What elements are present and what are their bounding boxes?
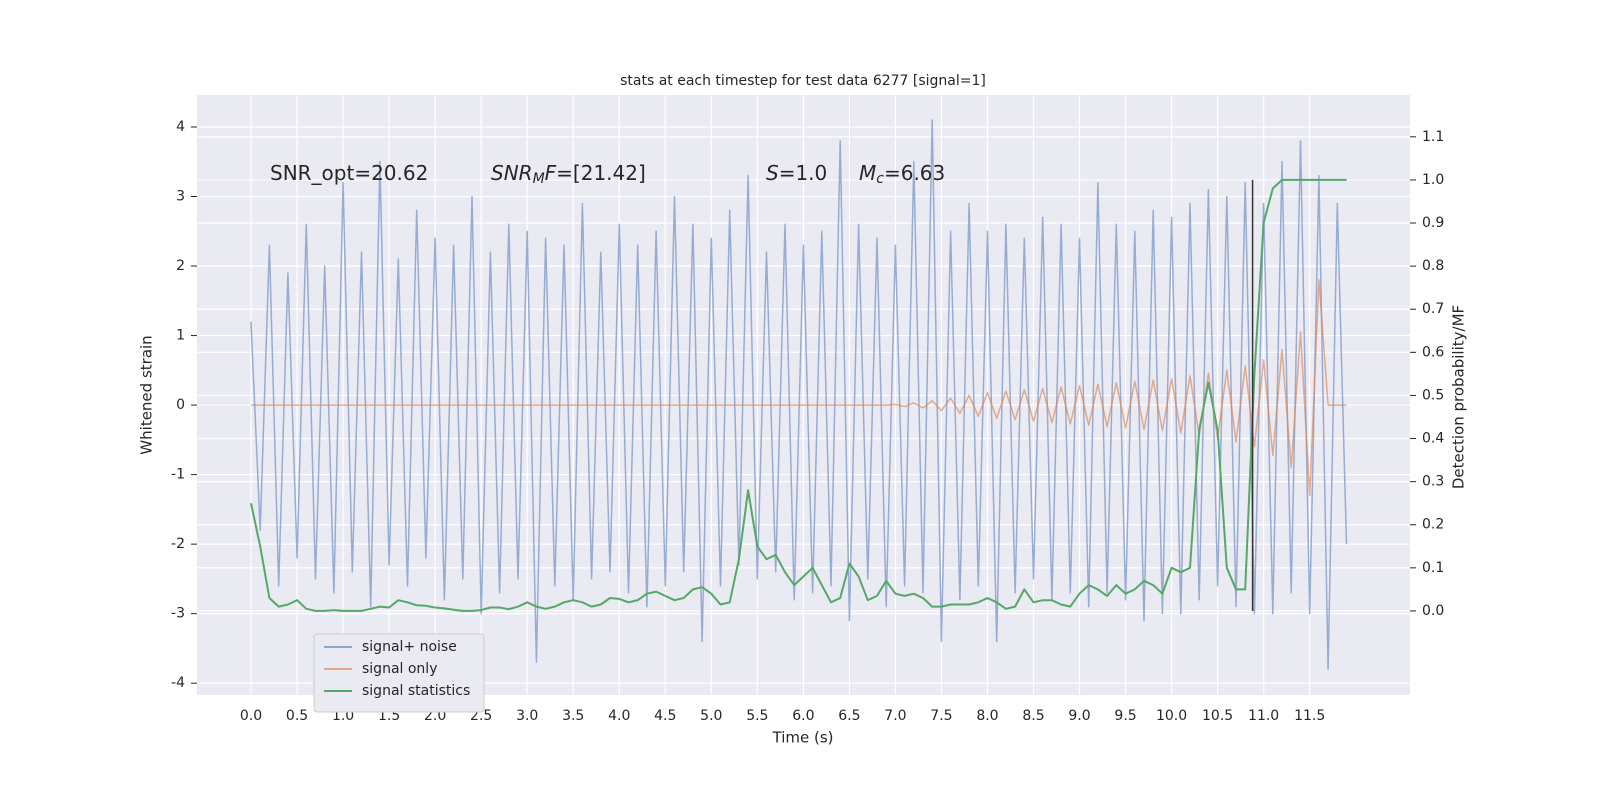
x-tick-label: 10.0 [1156, 708, 1187, 724]
y-tick-label: -4 [171, 675, 185, 691]
y-axis-label: Whitened strain [138, 335, 156, 454]
y2-tick-label: 1.1 [1422, 129, 1444, 145]
legend-label: signal+ noise [362, 639, 457, 655]
y2-tick-label: 0.9 [1422, 215, 1444, 231]
legend-box [313, 633, 485, 713]
annotation-part: S [766, 161, 779, 185]
x-tick-label: 11.5 [1294, 708, 1325, 724]
x-tick-label: 5.0 [700, 708, 722, 724]
annotation-part: =[21.42] [556, 161, 646, 185]
x-tick-label: 7.0 [884, 708, 906, 724]
annotation: SNRMF=[21.42] [491, 161, 646, 188]
annotation-part: M [859, 161, 876, 185]
annotation-part: M [533, 171, 545, 187]
x-axis-label: Time (s) [772, 729, 834, 747]
y-tick-label: 0 [176, 397, 185, 413]
x-tick-label: 3.0 [516, 708, 538, 724]
legend-label: signal statistics [362, 683, 470, 699]
annotation-part: F [545, 161, 557, 185]
x-tick-label: 0.5 [286, 708, 308, 724]
chart-title: stats at each timestep for test data 627… [620, 73, 986, 89]
annotation: SNR_opt=20.62 [270, 161, 428, 185]
x-tick-label: 3.5 [562, 708, 584, 724]
x-tick-label: 6.5 [838, 708, 860, 724]
x-tick-label: 11.0 [1248, 708, 1279, 724]
y2-tick-label: 0.8 [1422, 258, 1444, 274]
annotation-part: SNR_opt=20.62 [270, 161, 428, 185]
y-tick-label: -1 [171, 467, 185, 483]
y2-tick-label: 0.4 [1422, 431, 1444, 447]
series-line [250, 178, 1347, 612]
y2-tick-label: 0.6 [1422, 344, 1444, 360]
annotation: Mc=6.63 [859, 161, 945, 188]
x-tick-label: 10.5 [1202, 708, 1233, 724]
x-tick-label: 4.0 [608, 708, 630, 724]
y-tick-label: 3 [176, 189, 185, 205]
y2-tick-label: 1.0 [1422, 172, 1444, 188]
annotation-part: c [876, 171, 884, 187]
x-tick-label: 8.5 [1022, 708, 1044, 724]
y2-axis-label: Detection probability/MF [1450, 305, 1468, 489]
y-tick-label: 2 [176, 258, 185, 274]
legend-label: signal only [362, 661, 437, 677]
x-tick-label: 7.5 [930, 708, 952, 724]
y2-tick-label: 0.7 [1422, 301, 1444, 317]
y-tick-label: 1 [176, 328, 185, 344]
annotation-part: =1.0 [779, 161, 828, 185]
y2-tick-label: 0.2 [1422, 517, 1444, 533]
x-tick-label: 5.5 [746, 708, 768, 724]
x-tick-label: 9.0 [1068, 708, 1090, 724]
x-tick-label: 9.5 [1114, 708, 1136, 724]
annotation-part: =6.63 [884, 161, 945, 185]
y-tick-label: -2 [171, 536, 185, 552]
annotation-part: SNR [491, 161, 533, 185]
y-tick-label: 4 [176, 119, 185, 135]
y2-tick-label: 0.3 [1422, 474, 1444, 490]
x-tick-label: 6.0 [792, 708, 814, 724]
y-tick-label: -3 [171, 606, 185, 622]
x-tick-label: 4.5 [654, 708, 676, 724]
x-tick-label: 0.0 [240, 708, 262, 724]
y2-tick-label: 0.1 [1422, 560, 1444, 576]
series-line [250, 119, 1348, 671]
x-tick-label: 8.0 [976, 708, 998, 724]
annotation: S=1.0 [766, 161, 827, 185]
y2-tick-label: 0.5 [1422, 387, 1444, 403]
series-line [251, 279, 1347, 497]
y2-tick-label: 0.0 [1422, 603, 1444, 619]
